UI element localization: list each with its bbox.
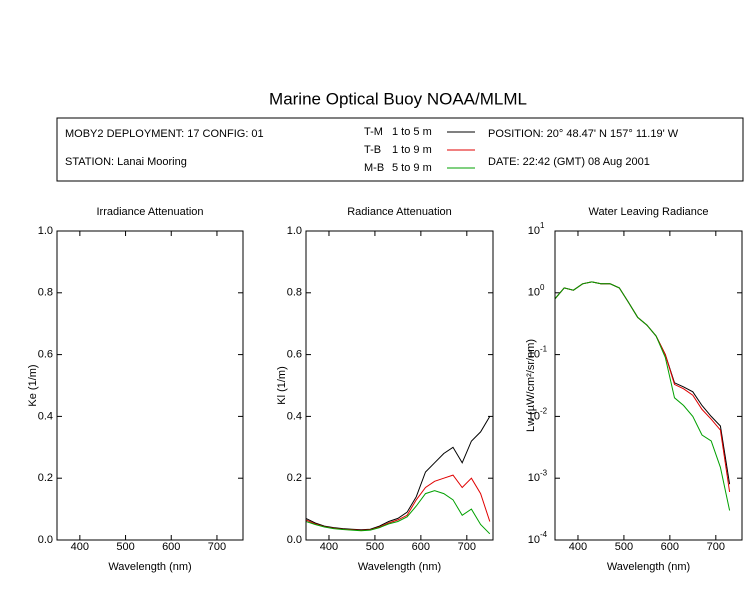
y-tick-label: 10 [528, 410, 540, 422]
plot-frame [554, 230, 743, 541]
series-line [555, 281, 731, 485]
date: DATE: 22:42 (GMT) 08 Aug 2001 [488, 156, 650, 168]
y-tick-exponent: 1 [540, 221, 545, 230]
y-tick-exponent: 0 [540, 283, 545, 292]
y-tick-label: 10 [528, 287, 540, 299]
deployment: MOBY2 DEPLOYMENT: 17 CONFIG: 01 [65, 128, 264, 140]
legend-range: 1 to 9 m [392, 144, 432, 156]
y-tick-exponent: -3 [540, 468, 548, 477]
series-line [306, 416, 491, 531]
y-tick-label: 10 [528, 534, 540, 546]
legend-range: 5 to 9 m [392, 162, 432, 174]
series-line [306, 474, 491, 531]
chart-title: Radiance Attenuation [347, 206, 452, 218]
legend-code: M-B [364, 162, 384, 174]
x-tick-label: 500 [116, 541, 134, 553]
y-tick-label: 1.0 [38, 225, 53, 237]
y-tick-exponent: -4 [540, 530, 548, 539]
plot-frame [56, 230, 244, 541]
y-tick-label: 0.0 [38, 534, 53, 546]
y-axis-label: Ke (1/m) [27, 364, 39, 406]
x-tick-label: 400 [320, 541, 338, 553]
y-tick-label: 10 [528, 472, 540, 484]
x-axis-label: Wavelength (nm) [358, 561, 441, 573]
y-tick-label: 0.4 [287, 410, 302, 422]
x-tick-label: 500 [615, 541, 633, 553]
legend-code: T-B [364, 144, 381, 156]
y-tick-label: 0.0 [287, 534, 302, 546]
y-tick-exponent: -2 [540, 407, 548, 416]
chart-title: Irradiance Attenuation [96, 206, 203, 218]
y-tick-exponent: -1 [540, 345, 548, 354]
x-tick-label: 700 [208, 541, 226, 553]
y-tick-label: 0.2 [38, 472, 53, 484]
y-tick-label: 0.6 [287, 349, 302, 361]
y-tick-label: 0.8 [38, 287, 53, 299]
page-title: Marine Optical Buoy NOAA/MLML [269, 89, 527, 108]
y-tick-label: 0.6 [38, 349, 53, 361]
x-tick-label: 600 [412, 541, 430, 553]
y-axis-label: Lw (µW/cm²/sr/nm) [525, 339, 537, 432]
y-tick-label: 1.0 [287, 225, 302, 237]
y-tick-label: 10 [528, 349, 540, 361]
x-tick-label: 500 [366, 541, 384, 553]
x-tick-label: 400 [71, 541, 89, 553]
y-axis-label: Kl (1/m) [276, 366, 288, 405]
y-tick-label: 0.2 [287, 472, 302, 484]
position: POSITION: 20° 48.47' N 157° 11.19' W [488, 128, 679, 140]
series-line [555, 281, 731, 492]
legend-code: T-M [364, 126, 383, 138]
x-tick-label: 700 [707, 541, 725, 553]
legend-range: 1 to 5 m [392, 126, 432, 138]
info-box [56, 117, 744, 182]
y-tick-label: 0.4 [38, 410, 53, 422]
x-tick-label: 600 [661, 541, 679, 553]
plot-frame [305, 230, 494, 541]
x-tick-label: 700 [458, 541, 476, 553]
station: STATION: Lanai Mooring [65, 156, 187, 168]
x-axis-label: Wavelength (nm) [108, 561, 191, 573]
x-axis-label: Wavelength (nm) [607, 561, 690, 573]
series-line [306, 490, 491, 535]
series-line [555, 281, 731, 511]
y-tick-label: 10 [528, 225, 540, 237]
y-tick-label: 0.8 [287, 287, 302, 299]
x-tick-label: 600 [162, 541, 180, 553]
x-tick-label: 400 [569, 541, 587, 553]
chart-title: Water Leaving Radiance [588, 206, 708, 218]
